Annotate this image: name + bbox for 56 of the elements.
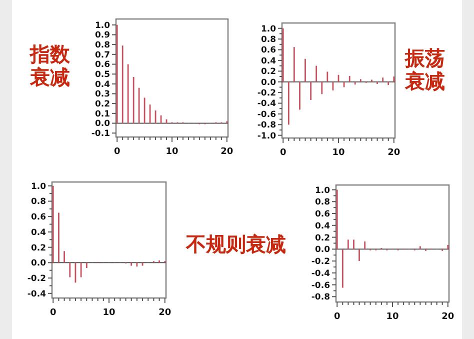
- y-tick-label: 1.0: [260, 24, 276, 34]
- x-tick-label: 10: [332, 148, 345, 158]
- y-tick-label: -0.6: [311, 280, 330, 291]
- y-tick-label: 0.7: [94, 50, 110, 60]
- y-tick-label: 1.0: [94, 20, 110, 31]
- y-tick-label: -1.0: [257, 131, 276, 142]
- y-tick-label: 0.6: [30, 212, 46, 223]
- y-tick-label: 0.8: [314, 198, 330, 208]
- y-tick-label: 0.6: [260, 46, 276, 56]
- y-tick-label: -0.8: [257, 120, 276, 131]
- y-tick-label: -0.6: [257, 110, 276, 120]
- y-tick-label: -0.4: [311, 268, 330, 279]
- x-tick-label: 10: [166, 147, 178, 157]
- y-tick-label: 0.4: [260, 56, 276, 66]
- x-tick-label: 10: [386, 312, 399, 322]
- y-tick-label: 0.9: [94, 30, 110, 41]
- y-tick-label: 0.3: [94, 90, 110, 100]
- y-tick-label: 0.8: [30, 197, 46, 208]
- y-tick-label: 0.4: [30, 228, 46, 238]
- y-tick-label: 1.0: [30, 182, 46, 192]
- x-tick-label: 0: [50, 308, 56, 318]
- y-tick-label: 0.2: [260, 67, 276, 78]
- x-tick-label: 0: [280, 148, 286, 158]
- text: 指数衰减: [29, 42, 71, 89]
- x-tick-label: 10: [102, 308, 116, 318]
- y-tick-label: 0.0: [260, 78, 276, 88]
- text: 不规则衰减: [185, 232, 286, 256]
- y-tick-label: 0.4: [314, 221, 330, 232]
- x-tick-label: 0: [334, 312, 340, 322]
- y-tick-label: -0.2: [27, 274, 46, 284]
- x-tick-label: 20: [158, 308, 172, 318]
- x-tick-label: 20: [220, 147, 234, 157]
- x-tick-label: 0: [114, 147, 120, 157]
- y-tick-label: 0.2: [94, 100, 110, 110]
- y-tick-label: 0.5: [94, 70, 110, 80]
- y-tick-label: 0.0: [30, 258, 46, 269]
- y-tick-label: 1.0: [314, 186, 330, 196]
- y-tick-label: -0.4: [257, 99, 276, 110]
- x-tick-label: 20: [442, 312, 454, 322]
- y-tick-label: -0.2: [311, 257, 330, 268]
- y-tick-label: -0.8: [311, 292, 330, 303]
- y-tick-label: -0.4: [27, 289, 46, 300]
- y-tick-label: 0.1: [94, 109, 110, 120]
- y-tick-label: 0.0: [94, 119, 110, 130]
- y-tick-label: -0.2: [257, 88, 276, 99]
- y-tick-label: 0.2: [30, 243, 46, 254]
- y-tick-label: 0.8: [260, 35, 276, 46]
- y-tick-label: -0.1: [91, 129, 110, 140]
- x-tick-label: 20: [388, 148, 400, 158]
- y-tick-label: 0.4: [94, 80, 110, 90]
- y-tick-label: 0.6: [94, 60, 110, 70]
- y-tick-label: 0.2: [314, 233, 330, 244]
- y-tick-label: 0.8: [94, 40, 110, 51]
- y-tick-label: 0.0: [314, 245, 330, 256]
- text: 振荡衰减: [404, 46, 445, 93]
- y-tick-label: 0.6: [314, 210, 330, 220]
